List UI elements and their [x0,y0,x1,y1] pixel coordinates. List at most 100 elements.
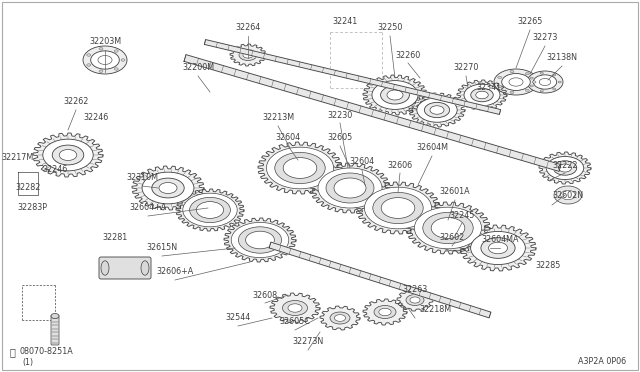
Polygon shape [356,182,440,234]
Ellipse shape [318,168,382,208]
Ellipse shape [498,76,502,78]
Text: 32606+A: 32606+A [156,267,194,276]
Ellipse shape [334,178,366,198]
Ellipse shape [558,81,561,83]
Ellipse shape [43,139,93,171]
Ellipse shape [99,48,103,50]
Ellipse shape [559,164,572,172]
Ellipse shape [387,90,403,100]
Text: 32265: 32265 [517,17,543,26]
Ellipse shape [83,46,127,74]
Text: 32604M: 32604M [416,144,448,153]
Ellipse shape [423,212,473,244]
Ellipse shape [381,86,410,104]
Ellipse shape [464,84,500,106]
Ellipse shape [447,237,463,247]
Ellipse shape [142,172,194,204]
Ellipse shape [540,90,543,92]
Text: 32270: 32270 [453,64,479,73]
Text: 32282: 32282 [15,183,41,192]
Ellipse shape [60,150,77,160]
Text: 32273N: 32273N [292,337,324,346]
Text: 32604: 32604 [275,134,301,142]
Ellipse shape [525,73,529,75]
Polygon shape [269,242,491,318]
Ellipse shape [115,50,118,52]
Ellipse shape [275,153,325,184]
Ellipse shape [51,314,59,318]
Polygon shape [310,163,390,213]
Text: 32263: 32263 [403,285,428,295]
Ellipse shape [364,187,431,229]
Polygon shape [539,152,591,184]
Text: 32246: 32246 [83,113,109,122]
Ellipse shape [527,71,563,93]
Polygon shape [224,218,296,262]
Ellipse shape [510,91,514,94]
Text: 32241: 32241 [332,17,358,26]
Text: 32605: 32605 [328,134,353,142]
Text: (1): (1) [22,357,33,366]
Text: 32615N: 32615N [147,244,177,253]
Ellipse shape [530,85,533,87]
Ellipse shape [410,297,420,303]
Text: 32281: 32281 [102,234,127,243]
Text: 32310M: 32310M [126,173,158,183]
Ellipse shape [152,178,184,198]
Text: 32604: 32604 [349,157,374,167]
FancyBboxPatch shape [51,315,59,345]
Ellipse shape [189,198,230,222]
Polygon shape [33,133,103,177]
Ellipse shape [372,81,418,109]
Ellipse shape [159,183,177,193]
Ellipse shape [488,242,508,254]
Ellipse shape [476,241,500,255]
Ellipse shape [552,74,556,76]
Text: 32250: 32250 [378,23,403,32]
Ellipse shape [561,190,575,200]
Text: 32606: 32606 [387,160,413,170]
Text: 32200M: 32200M [182,64,214,73]
Ellipse shape [115,68,118,70]
Ellipse shape [494,69,538,95]
Ellipse shape [98,55,112,64]
Ellipse shape [379,308,391,315]
Ellipse shape [334,315,346,321]
Ellipse shape [381,198,415,218]
Ellipse shape [372,192,423,224]
Ellipse shape [540,78,551,86]
Ellipse shape [502,74,531,90]
Polygon shape [270,293,320,323]
Polygon shape [320,306,360,330]
Ellipse shape [510,70,514,73]
Text: Ⓑ: Ⓑ [10,347,16,357]
Ellipse shape [530,77,533,79]
Ellipse shape [238,227,282,253]
Text: 32264: 32264 [236,23,260,32]
Text: 32222: 32222 [552,160,578,170]
Polygon shape [397,289,433,311]
Text: 32213M: 32213M [262,113,294,122]
Text: 32602N: 32602N [552,190,584,199]
Text: 32203M: 32203M [89,38,121,46]
Ellipse shape [532,81,536,83]
Ellipse shape [246,231,275,249]
Text: 32245: 32245 [449,211,475,219]
Text: 32260: 32260 [396,51,420,60]
Ellipse shape [239,49,257,61]
Ellipse shape [243,52,253,58]
Text: 32246: 32246 [42,166,68,174]
Polygon shape [230,44,266,66]
Text: 32604+A: 32604+A [129,203,166,212]
Text: 32604MA: 32604MA [481,235,519,244]
Ellipse shape [424,102,450,118]
Ellipse shape [283,158,317,179]
Text: 32217M: 32217M [2,154,34,163]
Ellipse shape [554,186,582,204]
Ellipse shape [374,305,396,318]
Polygon shape [409,93,465,127]
Ellipse shape [415,207,482,249]
Polygon shape [184,55,561,171]
Ellipse shape [552,88,556,90]
Text: 32273: 32273 [532,33,557,42]
